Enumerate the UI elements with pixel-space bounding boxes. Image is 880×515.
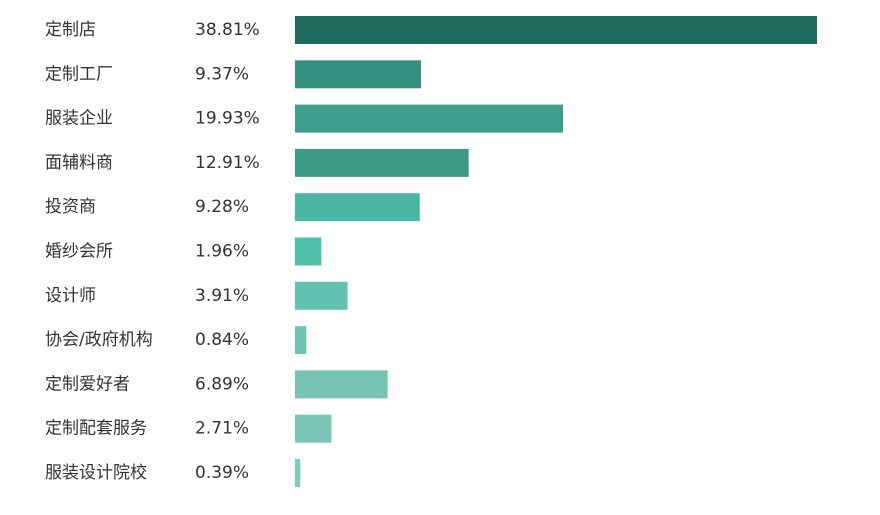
bar <box>295 459 301 487</box>
value-label: 9.28% <box>195 197 249 217</box>
value-label: 19.93% <box>195 109 260 129</box>
category-label: 服装设计院校 <box>45 463 147 483</box>
value-label: 3.91% <box>195 286 249 306</box>
bar <box>295 326 307 355</box>
value-label: 2.71% <box>195 419 249 439</box>
category-label: 设计师 <box>45 286 96 306</box>
category-label: 婚纱会所 <box>45 242 113 262</box>
category-label: 定制店 <box>45 20 96 40</box>
value-label: 0.84% <box>195 330 249 350</box>
category-label: 协会/政府机构 <box>45 330 153 350</box>
category-label: 面辅料商 <box>45 153 113 173</box>
bar <box>295 370 388 399</box>
category-label: 定制配套服务 <box>45 419 147 439</box>
value-label: 1.96% <box>195 242 249 262</box>
value-label: 0.39% <box>195 463 249 483</box>
category-label: 服装企业 <box>45 109 113 129</box>
value-label: 6.89% <box>195 374 249 394</box>
bar <box>295 414 332 443</box>
value-label: 38.81% <box>195 20 260 40</box>
value-label: 9.37% <box>195 64 249 84</box>
value-label: 12.91% <box>195 153 260 173</box>
bar <box>295 16 817 44</box>
bar <box>295 104 564 133</box>
category-label: 定制工厂 <box>45 64 113 84</box>
bar <box>295 281 348 310</box>
bar <box>295 237 322 266</box>
bar <box>295 148 469 177</box>
category-label: 定制爱好者 <box>45 374 130 394</box>
category-label: 投资商 <box>45 197 96 217</box>
bar <box>295 60 422 89</box>
bar <box>295 193 420 222</box>
